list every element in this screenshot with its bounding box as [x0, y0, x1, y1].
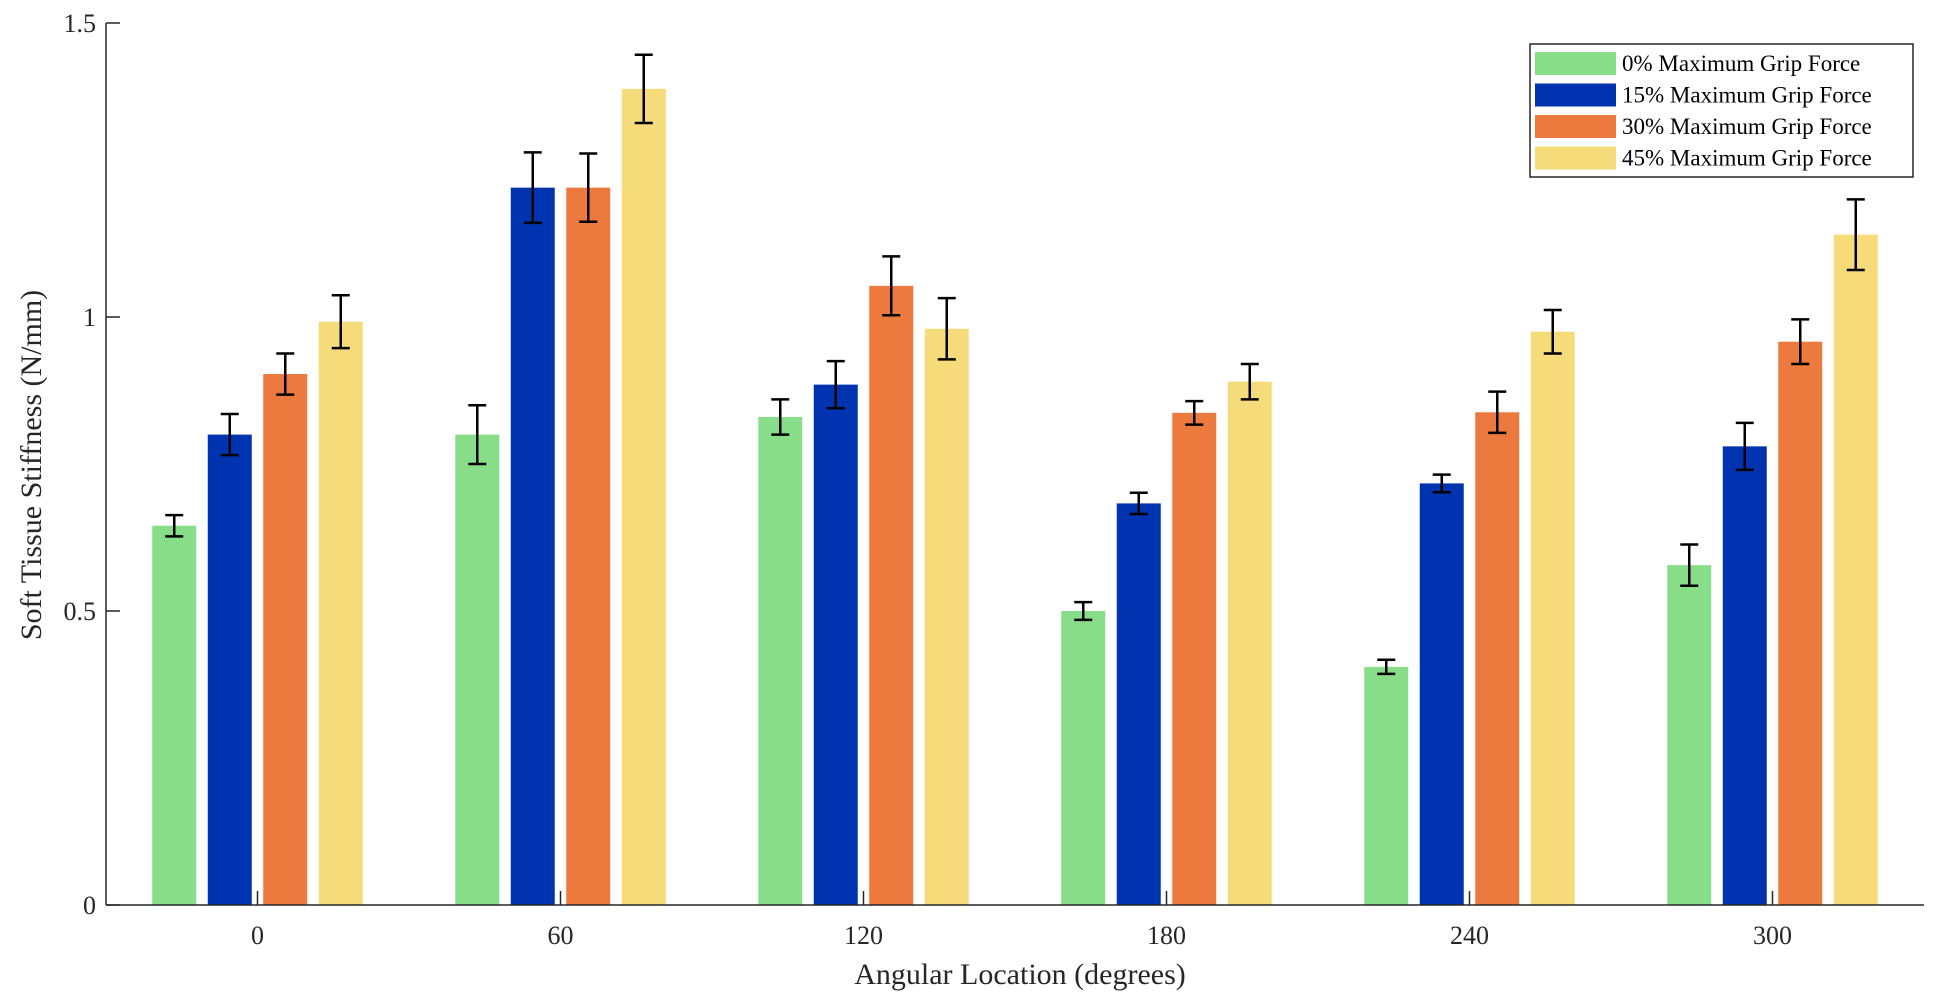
- legend-label-1: 0% Maximum Grip Force: [1622, 51, 1860, 76]
- x-tick-label: 60: [548, 921, 574, 950]
- legend-label-4: 45% Maximum Grip Force: [1622, 146, 1872, 171]
- bar-3-cat-60: [566, 187, 611, 905]
- legend-label-2: 15% Maximum Grip Force: [1622, 83, 1872, 108]
- bar-3-cat-300: [1778, 341, 1823, 905]
- bar-2-cat-240: [1419, 483, 1464, 905]
- error-bar-2-cat-120: [826, 359, 845, 410]
- error-bar-1-cat-60: [468, 403, 487, 466]
- y-axis-title: Soft Tissue Stiffness (N/mm): [15, 290, 48, 640]
- bar-2-cat-180: [1116, 503, 1161, 905]
- error-bar-4-cat-180: [1240, 362, 1259, 401]
- bar-3-cat-240: [1475, 412, 1520, 905]
- x-tick-label: 0: [251, 921, 264, 950]
- bar-2-cat-120: [813, 384, 858, 905]
- legend: 0% Maximum Grip Force 15% Maximum Grip Fo…: [1529, 43, 1914, 178]
- x-axis-title: Angular Location (degrees): [854, 958, 1186, 991]
- bar-4-cat-240: [1530, 331, 1575, 905]
- bar-4-cat-120: [924, 328, 969, 905]
- error-bar-2-cat-300: [1735, 421, 1754, 472]
- legend-swatch-1: [1535, 52, 1616, 75]
- bar-1-cat-60: [455, 434, 500, 905]
- error-bar-1-cat-0: [165, 513, 184, 538]
- x-tick-label: 180: [1147, 921, 1186, 950]
- x-tick-label: 120: [844, 921, 883, 950]
- legend-swatch-3: [1535, 115, 1616, 138]
- error-bar-1-cat-120: [771, 398, 790, 436]
- error-bar-1-cat-300: [1680, 543, 1699, 587]
- error-bar-4-cat-0: [331, 293, 350, 350]
- bar-4-cat-60: [621, 88, 666, 906]
- error-bar-3-cat-120: [882, 255, 901, 317]
- bar-2-cat-300: [1722, 446, 1767, 905]
- x-tick-label: 240: [1450, 921, 1489, 950]
- y-tick-label: 0.5: [64, 597, 97, 626]
- error-bar-2-cat-180: [1129, 491, 1148, 516]
- y-tick-label: 1.5: [64, 9, 97, 38]
- error-bar-4-cat-120: [937, 296, 956, 361]
- bar-3-cat-0: [263, 374, 308, 905]
- error-bar-3-cat-60: [579, 152, 598, 223]
- bar-4-cat-180: [1227, 381, 1272, 905]
- bar-3-cat-120: [869, 285, 914, 906]
- y-tick-label: 0: [83, 891, 96, 920]
- bar-2-cat-60: [510, 187, 555, 905]
- bar-1-cat-120: [758, 416, 803, 905]
- bar-3-cat-180: [1172, 412, 1217, 905]
- bar-2-cat-0: [207, 434, 252, 905]
- bar-1-cat-0: [152, 525, 197, 905]
- bar-1-cat-300: [1667, 565, 1712, 905]
- error-bar-3-cat-300: [1791, 318, 1810, 366]
- error-bar-2-cat-240: [1432, 473, 1451, 494]
- bar-4-cat-0: [318, 321, 363, 905]
- legend-swatch-4: [1535, 146, 1616, 170]
- error-bar-3-cat-240: [1488, 390, 1507, 435]
- bars-layer: [152, 88, 1878, 906]
- error-bar-4-cat-60: [634, 53, 653, 125]
- axes-layer: 0 0.5 1 1.5 0 60 120 180 240 300: [64, 9, 1924, 950]
- error-bar-4-cat-240: [1543, 308, 1562, 355]
- bar-1-cat-240: [1364, 666, 1409, 905]
- bar-4-cat-300: [1833, 234, 1878, 905]
- error-bar-4-cat-300: [1846, 198, 1865, 272]
- legend-label-3: 30% Maximum Grip Force: [1622, 114, 1872, 139]
- error-bar-2-cat-60: [523, 151, 542, 225]
- error-bar-1-cat-180: [1074, 600, 1093, 622]
- error-bar-1-cat-240: [1377, 658, 1396, 676]
- x-tick-label: 300: [1753, 921, 1792, 950]
- error-bar-3-cat-180: [1185, 399, 1204, 426]
- bar-1-cat-180: [1061, 611, 1106, 905]
- error-bars-layer: [165, 53, 1865, 676]
- y-tick-label: 1: [83, 303, 96, 332]
- error-bar-3-cat-0: [276, 352, 295, 396]
- error-bar-2-cat-0: [220, 412, 239, 457]
- legend-swatch-2: [1535, 83, 1616, 107]
